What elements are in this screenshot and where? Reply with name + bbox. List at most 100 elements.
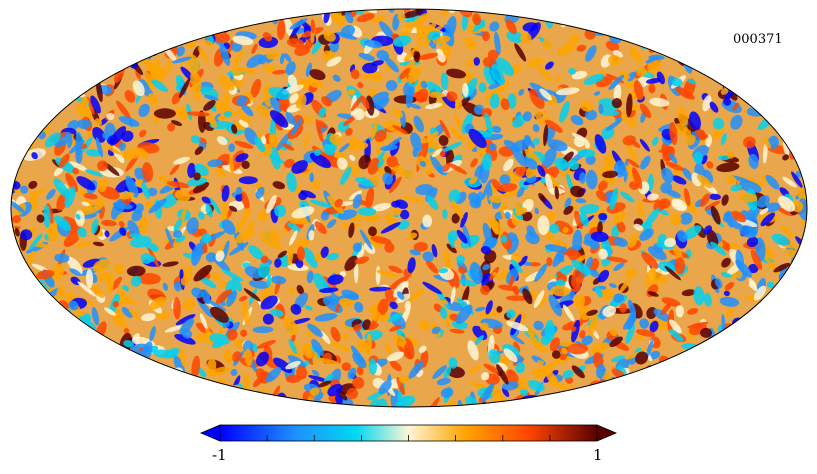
fluctuation-spot [296, 246, 306, 261]
fluctuation-spot [731, 210, 747, 223]
fluctuation-spot [574, 18, 582, 25]
fluctuation-spot [372, 15, 385, 23]
fluctuation-spot [258, 36, 279, 49]
fluctuation-spot [538, 192, 547, 203]
fluctuation-spot [138, 103, 150, 118]
fluctuation-spot [571, 70, 588, 80]
fluctuation-spot [387, 351, 405, 362]
fluctuation-spot [594, 134, 607, 154]
fluctuation-spot [367, 157, 380, 175]
fluctuation-spot [767, 281, 775, 289]
fluctuation-spot [418, 52, 438, 60]
fluctuation-spot [91, 218, 99, 234]
fluctuation-spot [173, 218, 183, 232]
fluctuation-spot [743, 136, 756, 149]
fluctuation-spot [388, 265, 403, 274]
fluctuation-spot [141, 182, 150, 199]
fluctuation-spot [268, 86, 291, 100]
fluctuation-spot [645, 78, 662, 84]
fluctuation-spot [327, 383, 343, 397]
fluctuation-spot [474, 335, 484, 345]
fluctuation-spot [352, 352, 367, 369]
fluctuation-spot [723, 97, 732, 106]
fluctuation-spot [537, 165, 546, 177]
fluctuation-spot [665, 161, 684, 171]
fluctuation-spot [419, 160, 427, 168]
fluctuation-spot [21, 125, 30, 147]
fluctuation-spot [124, 90, 136, 103]
fluctuation-spot [456, 255, 465, 264]
fluctuation-spot [532, 138, 540, 146]
fluctuation-spot [804, 234, 807, 245]
fluctuation-spot [211, 272, 222, 281]
fluctuation-spot [363, 242, 376, 255]
fluctuation-spot [529, 262, 541, 267]
fluctuation-spot [80, 98, 89, 106]
fluctuation-spot [166, 181, 190, 189]
fluctuation-spot [466, 59, 475, 68]
fluctuation-spot [443, 366, 452, 379]
fluctuation-spot [343, 114, 357, 127]
fluctuation-spot [192, 182, 210, 194]
fluctuation-spot [28, 180, 38, 189]
fluctuation-spot [291, 160, 308, 174]
fluctuation-spot [396, 376, 406, 395]
fluctuation-spot [53, 166, 64, 177]
fluctuation-spot [315, 118, 324, 142]
fluctuation-spot [116, 316, 128, 328]
fluctuation-spot [207, 159, 223, 168]
fluctuation-spot [454, 99, 463, 111]
fluctuation-spot [62, 216, 82, 231]
fluctuation-spot [432, 148, 443, 158]
fluctuation-spot [545, 173, 554, 193]
fluctuation-spot [231, 276, 243, 292]
fluctuation-spot [648, 83, 656, 94]
fluctuation-spot [468, 381, 490, 389]
fluctuation-spot [268, 229, 281, 243]
fluctuation-spot [703, 225, 713, 235]
fluctuation-spot [497, 80, 510, 92]
fluctuation-spot [378, 380, 392, 395]
fluctuation-spot [544, 319, 555, 342]
fluctuation-spot [446, 91, 458, 102]
fluctuation-spot [294, 44, 311, 56]
fluctuation-spot [113, 263, 125, 275]
fluctuation-spot [806, 175, 807, 183]
fluctuation-spot [409, 249, 421, 256]
fluctuation-spot [469, 262, 483, 285]
fluctuation-spot [522, 111, 532, 122]
fluctuation-spot [186, 217, 199, 235]
fluctuation-spot [739, 180, 762, 194]
fluctuation-spot [261, 135, 267, 145]
fluctuation-spot [253, 376, 264, 388]
fluctuation-spot [505, 19, 517, 35]
fluctuation-spot [291, 206, 315, 219]
fluctuation-spot [275, 245, 284, 250]
fluctuation-spot [364, 39, 383, 49]
fluctuation-spot [559, 101, 570, 123]
fluctuation-spot [480, 246, 492, 255]
fluctuation-spot [198, 211, 205, 220]
fluctuation-spot [254, 136, 266, 153]
fluctuation-spot [649, 97, 670, 107]
fluctuation-spot [782, 176, 797, 188]
fluctuation-spot [633, 80, 644, 101]
fluctuation-spot [627, 118, 637, 128]
fluctuation-spot [123, 352, 136, 363]
fluctuation-spot [186, 111, 211, 117]
colorbar-ticks [219, 435, 598, 441]
fluctuation-spot [43, 204, 51, 229]
fluctuation-spot [416, 24, 422, 47]
fluctuation-spot [455, 304, 473, 325]
fluctuation-spot [413, 50, 420, 63]
fluctuation-spot [33, 187, 46, 197]
fluctuation-spot [609, 328, 618, 337]
fluctuation-spot [500, 98, 510, 111]
fluctuation-spot [671, 175, 687, 185]
fluctuation-spot [362, 62, 378, 74]
fluctuation-spot [281, 228, 288, 235]
fluctuation-spot [598, 109, 620, 117]
fluctuation-spot [276, 131, 292, 151]
fluctuation-spot [223, 110, 232, 118]
fluctuation-spot [515, 362, 526, 374]
